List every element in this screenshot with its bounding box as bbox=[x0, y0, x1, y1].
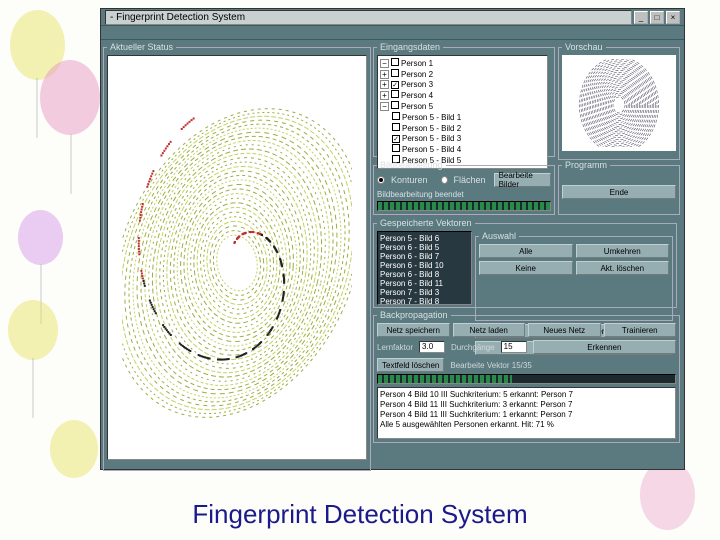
iterations-input[interactable]: 15 bbox=[501, 341, 527, 353]
load-net-button[interactable]: Netz laden bbox=[453, 323, 526, 337]
input-tree[interactable]: −Person 1+Person 2+✓Person 3+Person 4−Pe… bbox=[377, 55, 548, 169]
auswahl-legend: Auswahl bbox=[479, 231, 519, 241]
bild-status: Bildbearbeitung beendet bbox=[377, 190, 551, 199]
select-none-button[interactable]: Keine bbox=[479, 261, 573, 275]
status-legend: Aktueller Status bbox=[107, 42, 176, 52]
learnfactor-input[interactable]: 3.0 bbox=[419, 341, 445, 353]
app-window: - Fingerprint Detection System _ □ × Akt… bbox=[100, 8, 685, 470]
backprop-legend: Backpropagation bbox=[377, 310, 451, 320]
new-net-button[interactable]: Neues Netz bbox=[528, 323, 601, 337]
titlebar[interactable]: - Fingerprint Detection System _ □ × bbox=[101, 9, 684, 26]
prog-legend: Programm bbox=[562, 160, 610, 170]
end-button[interactable]: Ende bbox=[562, 185, 676, 199]
radio-konturen-label: Konturen bbox=[391, 175, 428, 185]
fingerprint-canvas bbox=[107, 55, 367, 460]
close-icon[interactable]: × bbox=[666, 11, 680, 24]
slide-caption: Fingerprint Detection System bbox=[0, 499, 720, 530]
vector-list[interactable]: Person 5 - Bild 6Person 6 - Bild 5Person… bbox=[377, 231, 472, 305]
iterations-label: Durchgänge bbox=[451, 343, 495, 352]
fingerprint-large-icon bbox=[122, 93, 352, 423]
radio-flaechen[interactable] bbox=[441, 176, 448, 184]
recognize-button[interactable]: Erkennen bbox=[533, 340, 676, 354]
process-images-button[interactable]: Bearbeite Bilder bbox=[494, 173, 551, 187]
radio-konturen[interactable] bbox=[377, 176, 385, 184]
thumbprint-icon bbox=[579, 59, 659, 147]
save-net-button[interactable]: Netz speichern bbox=[377, 323, 450, 337]
bild-legend: Bildbearbeitung bbox=[377, 160, 446, 170]
vectors-legend: Gespeicherte Vektoren bbox=[377, 218, 475, 228]
tree-legend: Eingangsdaten bbox=[377, 42, 443, 52]
clear-text-button[interactable]: Textfeld löschen bbox=[377, 358, 444, 372]
minimize-icon[interactable]: _ bbox=[634, 11, 648, 24]
delete-current-button[interactable]: Akt. löschen bbox=[576, 261, 670, 275]
select-all-button[interactable]: Alle bbox=[479, 244, 573, 258]
window-title: - Fingerprint Detection System bbox=[105, 10, 632, 25]
maximize-icon[interactable]: □ bbox=[650, 11, 664, 24]
radio-flaechen-label: Flächen bbox=[454, 175, 486, 185]
log-output[interactable]: Person 4 Bild 10 III Suchkriterium: 5 er… bbox=[377, 387, 676, 439]
train-progress bbox=[378, 375, 512, 383]
thumb-legend: Vorschau bbox=[562, 42, 606, 52]
train-button[interactable]: Trainieren bbox=[604, 323, 677, 337]
learnfactor-label: Lernfaktor bbox=[377, 343, 413, 352]
bild-progress bbox=[378, 202, 550, 210]
vector-progress-label: Bearbeite Vektor 15/35 bbox=[450, 361, 676, 370]
invert-button[interactable]: Umkehren bbox=[576, 244, 670, 258]
fingerprint-thumbnail bbox=[562, 55, 676, 151]
menubar[interactable] bbox=[101, 26, 684, 40]
